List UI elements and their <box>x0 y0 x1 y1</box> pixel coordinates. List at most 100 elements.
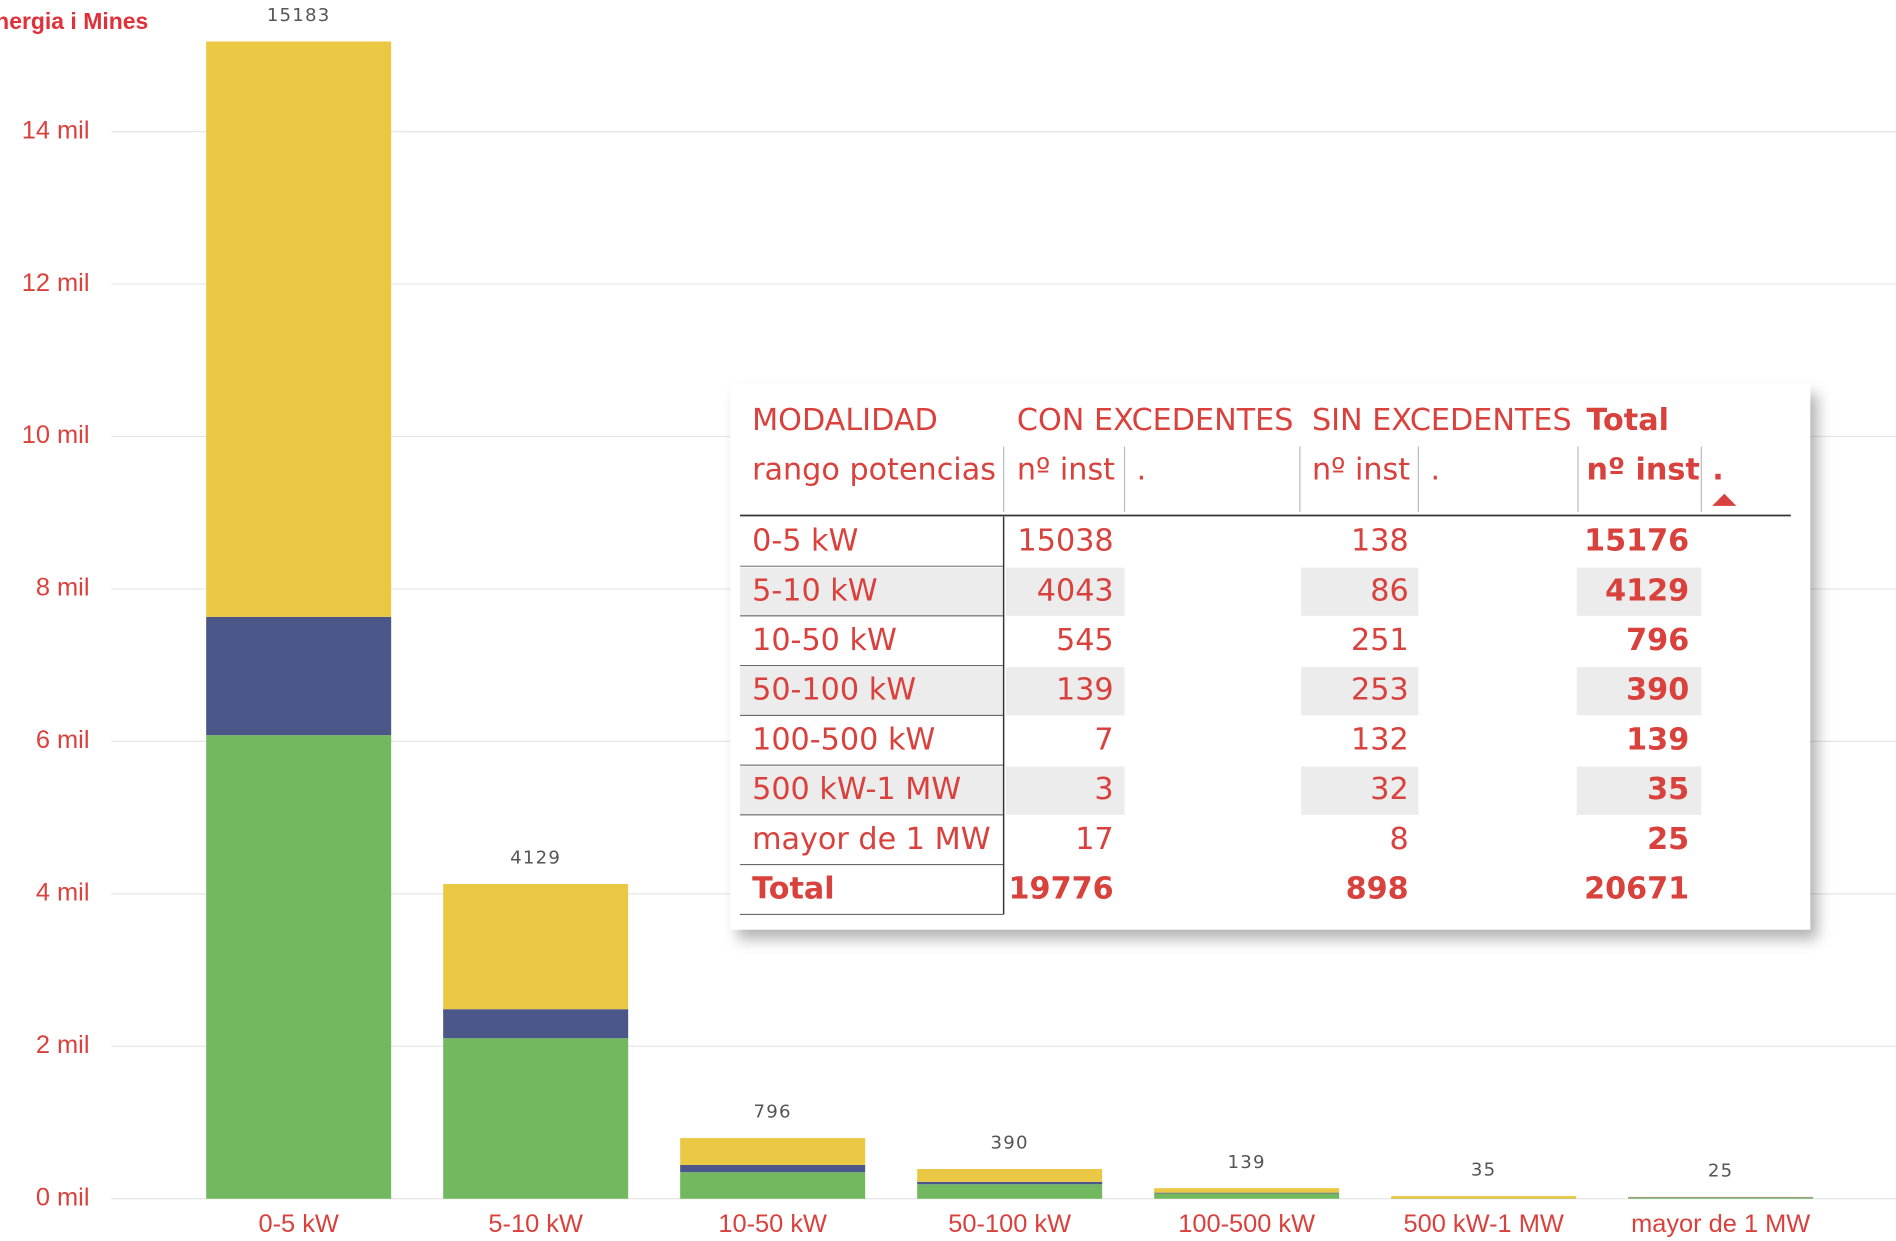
table-cell: 253 <box>1351 673 1409 708</box>
row-shade <box>1006 567 1125 616</box>
row-shade <box>1301 667 1419 716</box>
table-cell: 4043 <box>1037 573 1114 608</box>
table-cell: 139 <box>1056 673 1114 708</box>
total-label: 15183 <box>267 5 331 26</box>
table-cell: . <box>1137 452 1147 487</box>
x-tick-label: 100-500 kW <box>1178 1210 1315 1238</box>
table-cell: 15176 <box>1584 524 1689 559</box>
bar-segment <box>443 1038 629 1199</box>
table-cell: 0-5 kW <box>752 524 858 559</box>
table-cell: 5-10 kW <box>752 573 878 608</box>
bar-segment <box>1154 1188 1340 1193</box>
table-cell: mayor de 1 MW <box>752 822 990 857</box>
table-cell: 100-500 kW <box>752 722 935 757</box>
x-tick-label: mayor de 1 MW <box>1631 1210 1810 1238</box>
row-shade <box>740 766 1004 815</box>
table-cell: 796 <box>1626 623 1689 658</box>
total-label: 4129 <box>510 848 561 869</box>
table-cell: 138 <box>1351 524 1409 559</box>
bar-segment <box>443 1009 629 1039</box>
table-cell: 3 <box>1094 772 1113 807</box>
table-cell: . <box>1712 452 1723 487</box>
bar-segment <box>443 884 629 1010</box>
table-cell: 25 <box>1647 822 1689 857</box>
row-shade <box>1301 766 1419 815</box>
table-cell: 50-100 kW <box>752 673 916 708</box>
y-tick-label: 0 mil <box>36 1183 90 1211</box>
table-cell: MODALIDAD <box>752 403 938 438</box>
chart-title: nergia i Mines <box>0 8 148 34</box>
table-cell: 251 <box>1351 623 1409 658</box>
table-cell: 500 kW-1 MW <box>752 772 961 807</box>
table-cell: 10-50 kW <box>752 623 897 658</box>
bar-segment <box>1391 1196 1577 1199</box>
x-tick-label: 5-10 kW <box>488 1210 583 1238</box>
bar-segment <box>917 1181 1103 1185</box>
x-tick-label: 50-100 kW <box>948 1210 1071 1238</box>
table-cell: rango potencias <box>752 452 996 487</box>
table-cell: nº inst <box>1586 452 1699 487</box>
bar-segment <box>1154 1193 1340 1199</box>
table-cell: 545 <box>1056 623 1114 658</box>
bar-segment <box>206 616 392 736</box>
y-tick-label: 8 mil <box>36 574 90 602</box>
table-cell: 20671 <box>1584 872 1689 907</box>
y-tick-label: 12 mil <box>22 269 90 297</box>
table-cell: 898 <box>1346 872 1409 907</box>
total-label: 390 <box>991 1133 1029 1154</box>
table-cell: 17 <box>1075 822 1113 857</box>
table-cell: 4129 <box>1605 573 1689 608</box>
bar-segment <box>206 735 392 1199</box>
y-tick-label: 10 mil <box>22 421 90 449</box>
table-panel <box>730 383 1811 930</box>
bar-segment <box>680 1172 866 1199</box>
x-tick-label: 10-50 kW <box>718 1210 827 1238</box>
bar-segment <box>1628 1197 1814 1199</box>
bar-segment <box>206 41 392 617</box>
table-cell: SIN EXCEDENTES <box>1312 403 1572 438</box>
row-shade <box>1006 766 1125 815</box>
table-cell: 19776 <box>1009 872 1114 907</box>
row-shade <box>1006 667 1125 716</box>
x-tick-label: 500 kW-1 MW <box>1404 1210 1564 1238</box>
table-cell: 86 <box>1370 573 1408 608</box>
row-shade <box>1576 766 1702 815</box>
table-cell: CON EXCEDENTES <box>1017 403 1294 438</box>
bar-segment <box>1628 1197 1814 1198</box>
table-cell: 139 <box>1626 722 1689 757</box>
bar-segment <box>680 1138 866 1165</box>
table-cell: 15038 <box>1018 524 1114 559</box>
total-label: 139 <box>1228 1152 1266 1173</box>
sort-icon <box>1712 493 1737 506</box>
table-cell: Total <box>1586 403 1669 438</box>
row-shade <box>1576 567 1702 616</box>
row-shade <box>740 567 1004 616</box>
table-cell: 32 <box>1370 772 1408 807</box>
row-shade <box>740 667 1004 716</box>
y-tick-label: 4 mil <box>36 879 90 907</box>
table-cell: 35 <box>1647 772 1689 807</box>
total-label: 35 <box>1471 1160 1496 1181</box>
table-cell: 132 <box>1351 722 1409 757</box>
bar-segment <box>1154 1192 1340 1194</box>
table-cell: 8 <box>1389 822 1408 857</box>
bar-segment <box>917 1184 1103 1199</box>
table-cell: nº inst <box>1017 452 1115 487</box>
table: MODALIDAD CON EXCEDENTES SIN EXCEDENTES Tot… <box>730 383 1811 930</box>
table-cell: Total <box>752 872 835 907</box>
x-tick-label: 0-5 kW <box>258 1210 338 1238</box>
total-label: 796 <box>754 1102 792 1123</box>
y-tick-label: 2 mil <box>36 1031 90 1059</box>
y-tick-label: 6 mil <box>36 726 90 754</box>
row-shade <box>1301 567 1419 616</box>
total-label: 25 <box>1708 1161 1733 1182</box>
table-cell: . <box>1430 452 1440 487</box>
y-tick-label: 14 mil <box>22 116 90 144</box>
table-cell: 7 <box>1094 722 1113 757</box>
table-cell: nº inst <box>1312 452 1410 487</box>
row-shade <box>1576 667 1702 716</box>
bar-segment <box>680 1164 866 1173</box>
table-cell: 390 <box>1626 673 1689 708</box>
